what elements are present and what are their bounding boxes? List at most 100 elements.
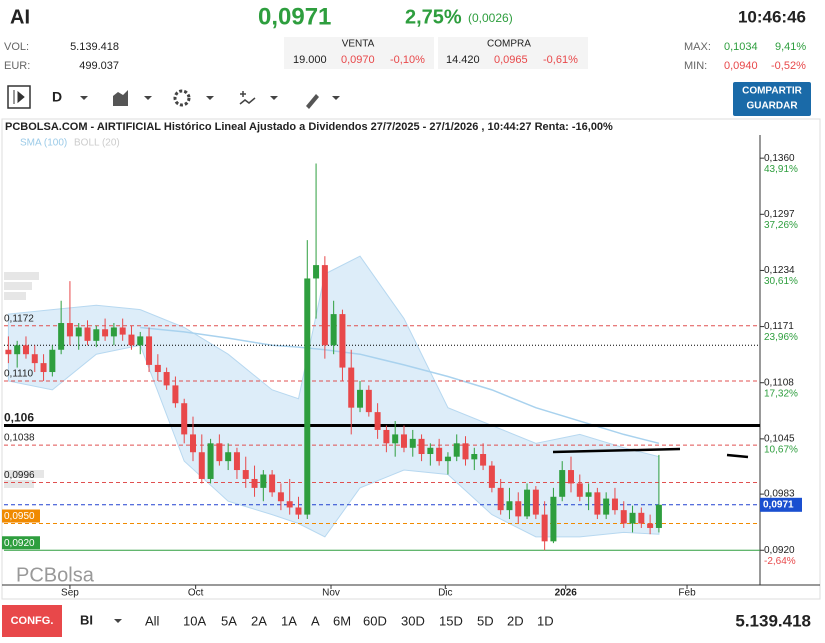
panel-icon-glyph bbox=[13, 90, 25, 104]
range-button[interactable]: A bbox=[311, 613, 320, 628]
candle-body bbox=[14, 345, 21, 355]
candle-body bbox=[576, 483, 583, 497]
candle bbox=[655, 454, 662, 533]
interval[interactable]: D bbox=[52, 89, 62, 105]
symbol: AI bbox=[10, 6, 30, 28]
range-button[interactable]: 60D bbox=[363, 613, 387, 628]
max-pct: 9,41% bbox=[775, 41, 806, 53]
candle bbox=[128, 325, 135, 350]
settings-icon[interactable] bbox=[173, 89, 191, 107]
candle-body bbox=[172, 385, 179, 404]
range-button[interactable]: 30D bbox=[401, 613, 425, 628]
candle-body bbox=[181, 403, 188, 435]
candle bbox=[84, 320, 91, 346]
footer-volume: 5.139.418 bbox=[735, 611, 811, 630]
y-tick-change: 17,32% bbox=[764, 388, 798, 399]
config-button[interactable] bbox=[2, 605, 62, 637]
candle-body bbox=[374, 412, 381, 430]
range-button[interactable]: 2A bbox=[251, 613, 267, 628]
candle bbox=[532, 486, 539, 520]
y-tick-label: 0,0920 bbox=[764, 545, 795, 556]
candle bbox=[260, 470, 267, 502]
candle-body bbox=[365, 389, 372, 413]
candle-body bbox=[93, 329, 100, 341]
venta-pct: -0,10% bbox=[390, 54, 425, 66]
candle-body bbox=[638, 512, 645, 524]
range-button[interactable]: 1A bbox=[281, 613, 297, 628]
candle-body bbox=[225, 452, 232, 462]
candle bbox=[93, 325, 100, 348]
compra-qty: 14.420 bbox=[446, 54, 480, 66]
candle-body bbox=[339, 314, 346, 368]
candle-body bbox=[269, 474, 276, 493]
candle-body bbox=[532, 489, 539, 515]
candle-body bbox=[137, 336, 144, 346]
range-button[interactable]: 5A bbox=[221, 613, 237, 628]
y-tick-label: 0,1045 bbox=[764, 434, 795, 445]
plot: 0,1172 0,1110 0,106 0,1038 0,0996 0,0950 0,092… bbox=[2, 153, 802, 599]
candle bbox=[146, 327, 153, 373]
range-buttons: All 10A 5A 2A 1A A 6M 60D 30D 15D 5D 2D 1D bbox=[145, 613, 554, 628]
candle bbox=[576, 474, 583, 502]
candle-body bbox=[348, 367, 355, 408]
candle bbox=[216, 434, 223, 466]
candle-body bbox=[418, 438, 425, 455]
candle-body bbox=[383, 429, 390, 444]
candle-body bbox=[471, 454, 478, 460]
candle bbox=[471, 447, 478, 471]
y-tick-change: 10,67% bbox=[764, 445, 798, 456]
range-button[interactable]: 6M bbox=[333, 613, 351, 628]
candle bbox=[453, 434, 460, 462]
candle bbox=[647, 514, 654, 535]
y-tick-label: 0,1297 bbox=[764, 209, 795, 220]
candle bbox=[269, 470, 276, 497]
panel-icon[interactable] bbox=[7, 85, 31, 109]
candle bbox=[383, 425, 390, 453]
candle bbox=[242, 456, 249, 488]
watermark: PCBolsa bbox=[16, 564, 95, 586]
candle bbox=[629, 505, 636, 533]
config-label: CONFG. bbox=[11, 615, 54, 627]
candle bbox=[444, 452, 451, 475]
candle-body bbox=[31, 354, 38, 364]
range-button[interactable]: 5D bbox=[477, 613, 494, 628]
candle bbox=[22, 336, 29, 359]
eur: 499.037 bbox=[79, 60, 119, 72]
candle-body bbox=[655, 504, 662, 528]
candle bbox=[277, 483, 284, 511]
candle bbox=[568, 456, 574, 493]
range-button[interactable]: All bbox=[145, 613, 160, 628]
candle-body bbox=[277, 492, 284, 502]
draw-icon[interactable] bbox=[306, 94, 319, 109]
min: 0,0940 bbox=[724, 60, 758, 72]
share-button[interactable] bbox=[733, 82, 811, 116]
candle-body bbox=[497, 487, 504, 511]
candle-body bbox=[611, 498, 618, 511]
candle bbox=[497, 478, 504, 515]
candle bbox=[313, 163, 320, 319]
candle-body bbox=[620, 510, 627, 524]
range-button[interactable]: 2D bbox=[507, 613, 524, 628]
candle-body bbox=[400, 434, 407, 448]
chart-type-icon[interactable] bbox=[113, 90, 128, 106]
candle-body bbox=[409, 438, 416, 448]
last-price-label: 0,0971 bbox=[763, 499, 794, 510]
level-label: 0,0996 bbox=[4, 470, 35, 481]
range-button[interactable]: 1D bbox=[537, 613, 554, 628]
candle-body bbox=[488, 465, 495, 488]
candle-body bbox=[321, 265, 328, 346]
indicator-icon[interactable] bbox=[239, 91, 256, 105]
candle bbox=[594, 487, 601, 520]
mode-arrow bbox=[114, 619, 122, 623]
range-button[interactable]: 10A bbox=[183, 613, 206, 628]
x-tick-label: Sep bbox=[61, 588, 79, 599]
trend-drawing bbox=[552, 447, 749, 459]
level-label: 0,106 bbox=[4, 411, 34, 425]
candle bbox=[102, 318, 109, 341]
candle bbox=[225, 443, 232, 471]
range-button[interactable]: 15D bbox=[439, 613, 463, 628]
candle-body bbox=[260, 474, 267, 488]
mode[interactable]: BI bbox=[80, 612, 93, 627]
candle bbox=[66, 281, 73, 346]
